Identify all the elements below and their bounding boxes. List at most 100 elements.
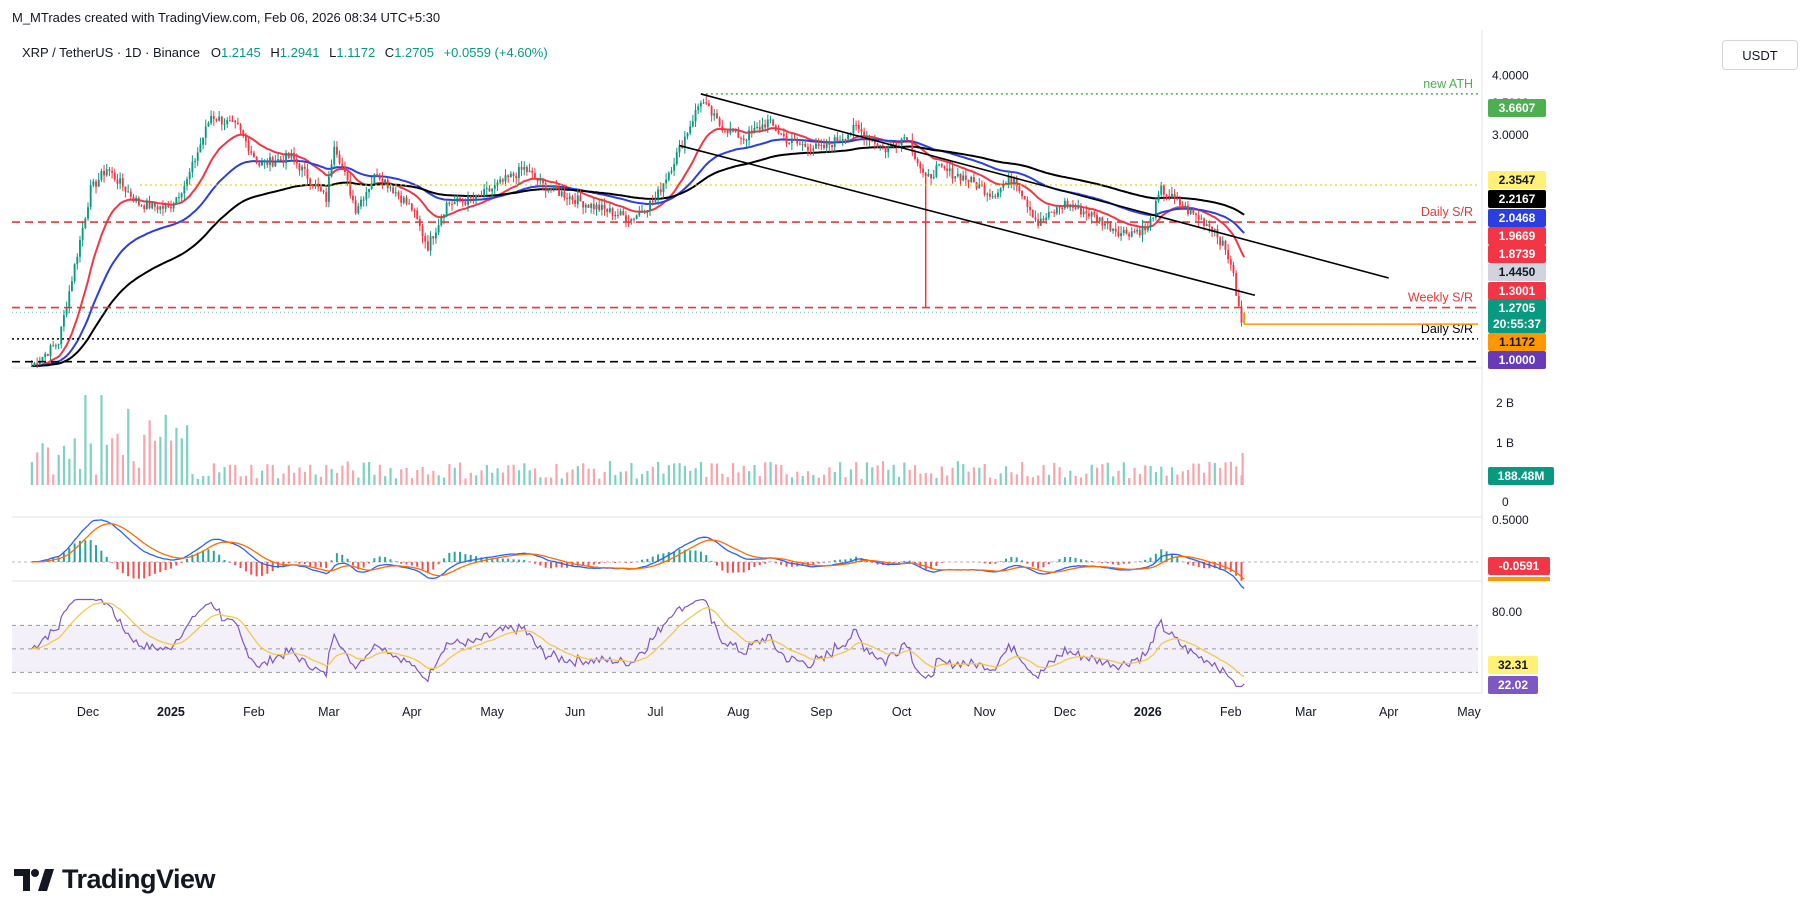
macd-hist-bar <box>582 562 585 566</box>
candle-body <box>389 187 392 189</box>
candle <box>467 191 469 212</box>
candle-body <box>223 124 226 126</box>
candle-body <box>108 169 111 171</box>
macd-hist-bar <box>496 558 499 562</box>
candle <box>1021 190 1023 200</box>
candle <box>796 137 799 147</box>
candle-body <box>87 207 89 219</box>
macd-hist-bar <box>319 562 322 568</box>
candle-body <box>686 133 689 137</box>
candle <box>716 109 718 119</box>
macd-hist-bar <box>1117 562 1120 565</box>
candle-body <box>1050 211 1053 213</box>
macd-hist-bar <box>341 554 344 562</box>
macd-hist-bar <box>277 562 280 569</box>
candle <box>429 231 432 256</box>
candle <box>335 141 338 158</box>
candle <box>156 204 159 214</box>
volume-bar <box>1010 472 1013 485</box>
macd-hist-bar <box>255 562 258 577</box>
candle-body <box>962 175 965 181</box>
candle-body <box>595 204 598 210</box>
volume-bar <box>748 471 751 485</box>
candle-body <box>507 175 510 178</box>
macd-hist-bar <box>924 562 927 570</box>
candle <box>352 189 354 204</box>
macd-hist-bar <box>1128 562 1131 564</box>
candle-body <box>46 353 49 356</box>
candle-body <box>678 145 681 153</box>
macd-hist-bar <box>1229 562 1232 572</box>
x-axis-label: Feb <box>1220 705 1242 719</box>
x-axis-label: Nov <box>973 705 996 719</box>
candle-body <box>935 165 938 177</box>
candle-body <box>927 174 930 177</box>
candle-body <box>646 210 649 213</box>
macd-hist-bar <box>1058 559 1061 562</box>
candle <box>552 184 555 192</box>
candle-body <box>528 170 531 173</box>
volume-bar <box>244 475 248 485</box>
macd-hist-bar <box>646 558 649 562</box>
macd-hist-bar <box>715 562 718 566</box>
candle-body <box>750 130 753 132</box>
candle-body <box>1232 264 1235 274</box>
volume-bar <box>46 447 50 485</box>
candle <box>1117 226 1120 238</box>
rsi-tag-label: 22.02 <box>1498 678 1528 692</box>
candle <box>207 121 210 127</box>
currency-button[interactable]: USDT <box>1722 40 1798 70</box>
macd-hist-bar <box>303 562 306 565</box>
candle <box>922 164 924 178</box>
candle-body <box>643 211 646 213</box>
volume-bar <box>293 472 296 485</box>
volume-bar <box>475 475 478 485</box>
candle-body <box>33 362 36 366</box>
symbol-name[interactable]: XRP / TetherUS · 1D · Binance <box>22 45 200 60</box>
candle <box>948 161 951 177</box>
price-chart[interactable]: new ATH Daily S/R Weekly S/R Daily S/R 4.000… <box>0 0 1814 860</box>
candles-group <box>30 96 1246 368</box>
macd-hist-bar <box>1063 557 1066 562</box>
candle <box>881 138 884 150</box>
candle-body <box>576 195 579 205</box>
volume-bar <box>865 462 869 485</box>
candle-body <box>480 195 483 197</box>
volume-bar <box>871 467 874 485</box>
candle-body <box>721 125 724 131</box>
macd-hist-bar <box>480 557 483 562</box>
volume-bar <box>646 470 649 485</box>
macd-hist-bar <box>780 562 783 565</box>
candle <box>1170 186 1173 199</box>
macd-hist-bar <box>576 562 579 566</box>
candle <box>710 105 713 122</box>
volume-bar <box>1154 472 1158 485</box>
volume-bar <box>1058 467 1061 485</box>
volume-bar <box>560 478 563 485</box>
price-tag <box>1488 245 1546 263</box>
volume-bar <box>587 468 590 485</box>
candle <box>938 163 941 167</box>
candle-body <box>691 121 694 127</box>
candle-body <box>105 169 108 176</box>
candle-body <box>761 124 764 130</box>
candle <box>959 173 962 187</box>
candle <box>884 146 887 159</box>
price-tag-label: 1.4450 <box>1499 265 1536 279</box>
volume-bar <box>737 472 740 485</box>
candle <box>721 119 724 133</box>
volume-bar <box>1074 475 1077 485</box>
volume-bar <box>1095 467 1099 485</box>
candle <box>405 194 408 206</box>
macd-hist-bar <box>726 562 729 573</box>
candle-body <box>1144 226 1147 231</box>
candle-body <box>92 181 95 186</box>
candle-body <box>884 146 887 153</box>
candle-body <box>231 120 234 122</box>
candle <box>151 201 154 210</box>
candle-body <box>472 198 475 200</box>
candle <box>368 188 370 199</box>
candle-body <box>988 193 991 197</box>
candle <box>231 115 234 123</box>
candle <box>1098 216 1101 224</box>
